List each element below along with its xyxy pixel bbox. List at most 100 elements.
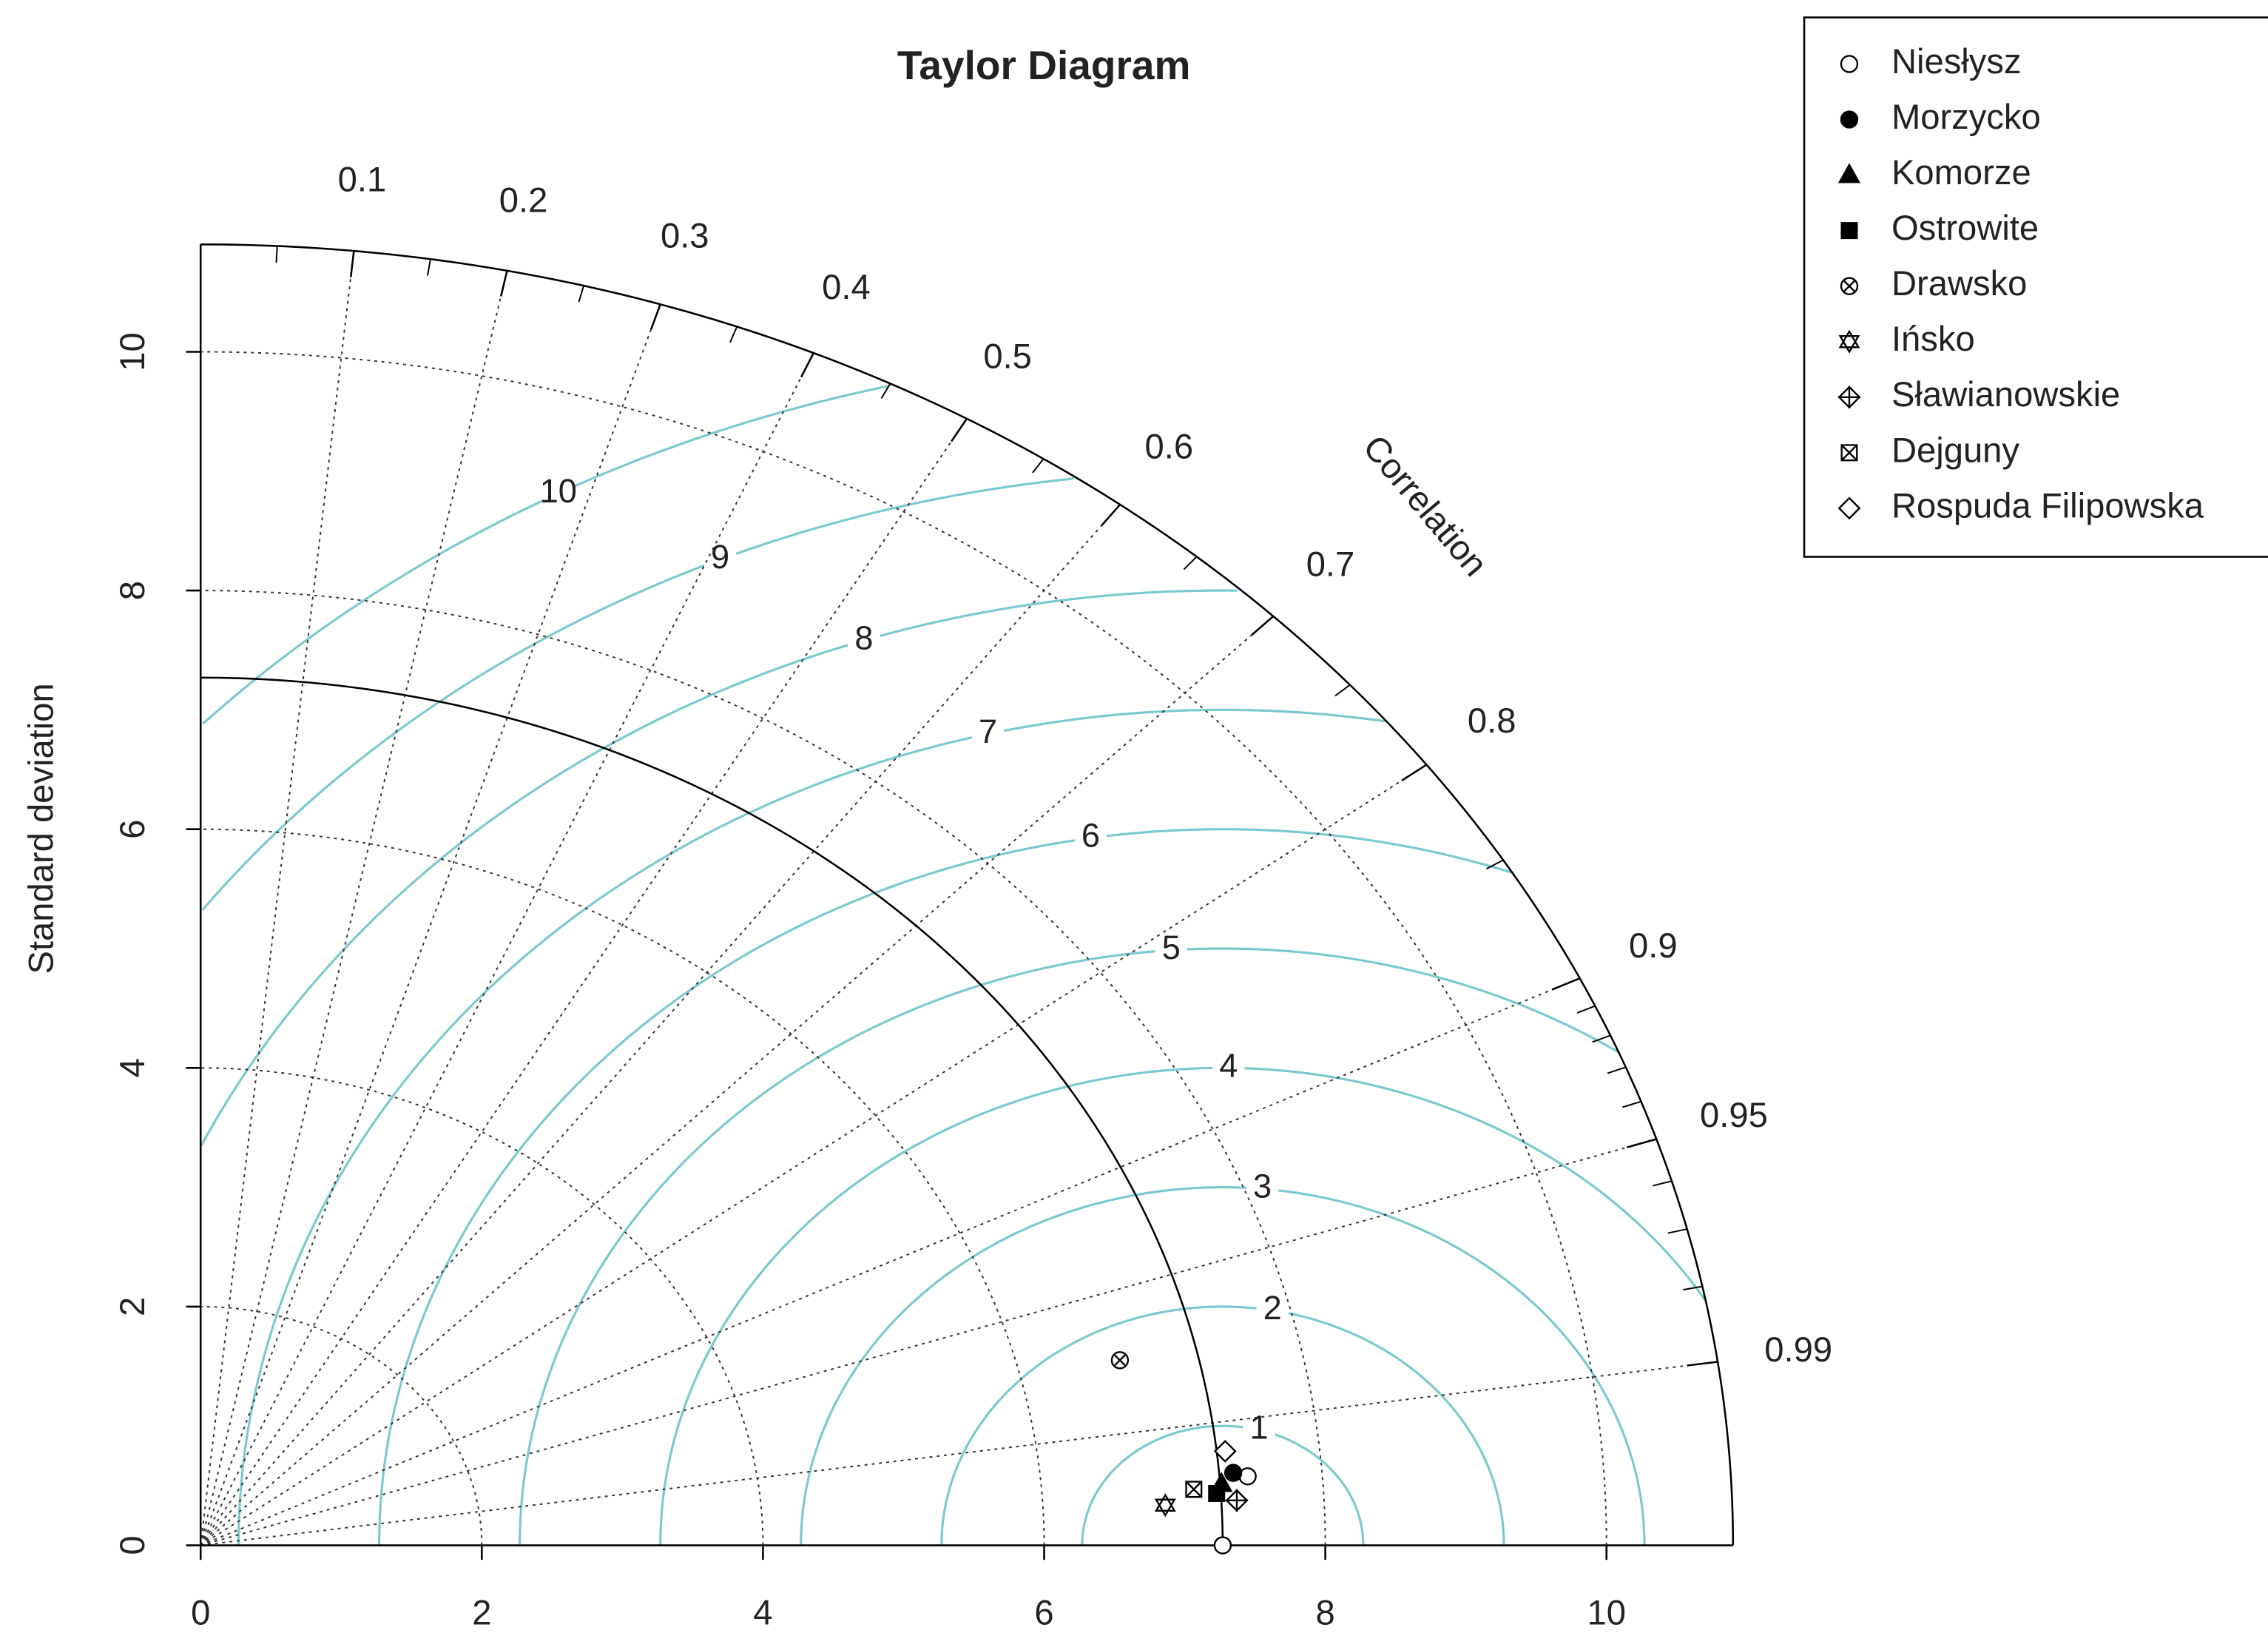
cor-minor-tick xyxy=(1667,1228,1687,1234)
marker-part xyxy=(1224,1464,1243,1482)
cor-minor-tick xyxy=(578,285,585,303)
marker-part xyxy=(1843,280,1856,293)
marker-part xyxy=(1185,1481,1202,1498)
y-tick-label: 8 xyxy=(112,581,152,600)
rms-contour xyxy=(800,1186,1646,1546)
cor-tick xyxy=(1101,504,1121,527)
rms-contour xyxy=(519,947,1619,1546)
cor-tick xyxy=(649,303,661,330)
cor-tick-label: 0.6 xyxy=(1145,427,1194,466)
marker xyxy=(1208,1485,1226,1502)
y-tick-label: 4 xyxy=(112,1058,152,1077)
marker-part xyxy=(1840,444,1858,461)
marker-part xyxy=(1837,163,1861,183)
cor-tick-label: 0.8 xyxy=(1468,701,1516,740)
marker xyxy=(1213,1439,1237,1463)
marker-part xyxy=(1154,1493,1176,1512)
cor-grid-line xyxy=(200,764,1428,1546)
reference-arc xyxy=(200,676,1224,1546)
rms-contour xyxy=(201,477,1075,912)
cor-tick-label: 0.1 xyxy=(338,159,387,198)
y-tick-label: 2 xyxy=(112,1297,152,1316)
x-tick-label: 0 xyxy=(191,1592,210,1632)
legend-marker xyxy=(1838,329,1860,354)
legend-marker xyxy=(1837,385,1861,409)
legend-marker xyxy=(1840,55,1859,73)
legend-box xyxy=(1803,16,2268,558)
marker-part xyxy=(1838,329,1860,348)
cor-grid-line xyxy=(200,504,1121,1546)
cor-tick xyxy=(1401,764,1428,781)
rms-contour xyxy=(659,1066,1706,1546)
marker-part xyxy=(1837,496,1861,520)
rms-contour xyxy=(378,828,1512,1546)
rms-contour xyxy=(202,385,889,725)
y-tick-label: 0 xyxy=(112,1535,152,1555)
legend-label: Sławianowskie xyxy=(1891,374,2120,414)
legend-marker xyxy=(1840,444,1858,462)
cor-grid-line xyxy=(200,1138,1657,1546)
cor-grid-line xyxy=(200,977,1581,1546)
sd-grid-arc xyxy=(200,1067,764,1546)
x-tick-label: 4 xyxy=(753,1592,772,1632)
cor-minor-tick xyxy=(1622,1100,1641,1108)
legend-label: Rospuda Filipowska xyxy=(1891,485,2204,525)
legend-marker xyxy=(1837,496,1861,520)
contour-label: 7 xyxy=(979,713,997,750)
outer-arc xyxy=(200,243,1735,1546)
contour-label: 2 xyxy=(1263,1289,1282,1327)
cor-tick-label: 0.2 xyxy=(499,181,548,220)
cor-minor-tick xyxy=(1592,1034,1611,1043)
sd-grid-arc xyxy=(200,351,1607,1546)
marker-part xyxy=(1840,110,1859,129)
cor-tick xyxy=(349,250,355,277)
chart-title: Taylor Diagram xyxy=(897,42,1191,88)
marker-part xyxy=(1840,222,1858,240)
cor-tick xyxy=(1551,977,1581,991)
cor-tick xyxy=(800,352,814,378)
contour-label: 5 xyxy=(1162,929,1181,966)
contour-label-bg xyxy=(703,542,737,577)
marker-part xyxy=(1213,1439,1237,1463)
marker xyxy=(1110,1351,1130,1370)
contour-label-bg xyxy=(971,716,1005,752)
marker-part xyxy=(1154,1498,1176,1518)
x-tick-label: 6 xyxy=(1034,1592,1053,1632)
marker-part xyxy=(1113,1353,1127,1367)
cor-grid-line xyxy=(200,250,355,1546)
legend-label: Dejguny xyxy=(1891,430,2019,469)
marker xyxy=(1224,1464,1243,1482)
legend-label: Komorze xyxy=(1891,152,2031,192)
y-axis-label: Standard deviation xyxy=(21,683,60,974)
rms-contour xyxy=(237,708,1386,1546)
contour-label: 10 xyxy=(540,472,577,510)
cor-minor-tick xyxy=(1485,859,1504,870)
rms-contour xyxy=(940,1305,1505,1546)
contour-label-bg xyxy=(848,622,880,659)
cor-minor-tick xyxy=(1576,1005,1596,1014)
contour-label-bg xyxy=(1212,1050,1245,1085)
cor-grid-line xyxy=(200,352,814,1546)
legend-label: Ostrowite xyxy=(1891,208,2039,247)
marker xyxy=(1225,1489,1249,1512)
legend-marker xyxy=(1840,277,1859,295)
rms-contour xyxy=(200,589,1238,1147)
rms-contour xyxy=(1081,1424,1365,1546)
contour-label: 6 xyxy=(1081,817,1100,855)
x-tick-label: 8 xyxy=(1316,1592,1335,1632)
marker-part xyxy=(1840,55,1859,73)
sd-grid-arc xyxy=(200,1305,483,1546)
cor-grid-line xyxy=(200,270,508,1546)
contour-label-bg xyxy=(1074,821,1107,856)
legend-label: Drawsko xyxy=(1891,263,2027,303)
marker-part xyxy=(1225,1489,1249,1512)
legend-marker xyxy=(1837,163,1861,183)
marker-part xyxy=(1213,1536,1232,1555)
cor-axis-label: Correlation xyxy=(1356,428,1496,584)
legend-label: Morzycko xyxy=(1891,97,2041,136)
cor-tick-label: 0.95 xyxy=(1700,1095,1768,1134)
cor-minor-tick xyxy=(1607,1066,1627,1074)
cor-minor-tick xyxy=(729,326,738,343)
contour-label-bg xyxy=(1256,1293,1289,1328)
